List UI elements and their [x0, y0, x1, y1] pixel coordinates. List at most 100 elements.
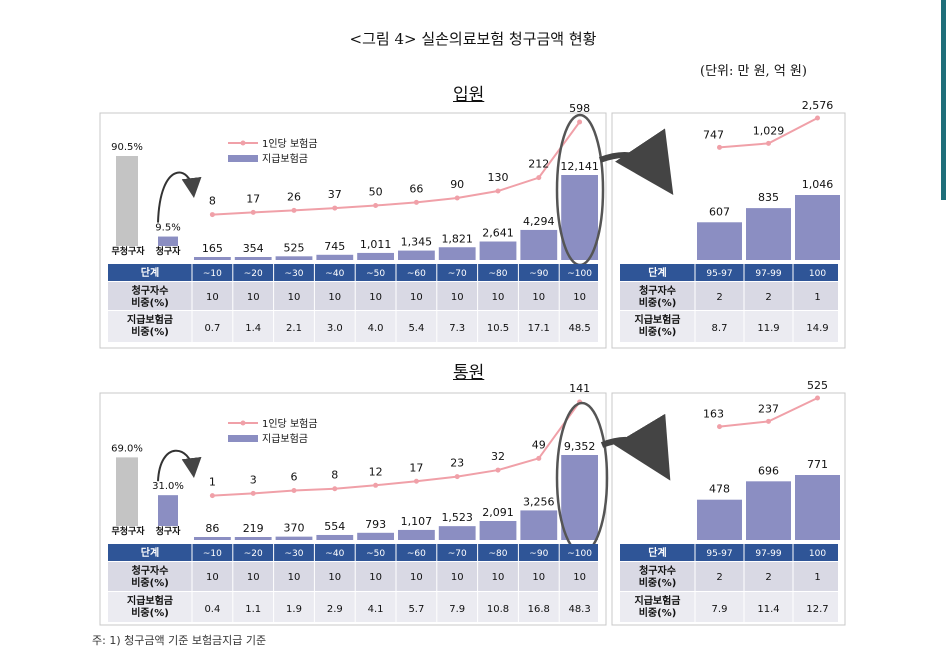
- table-stage-cell-s1-3: ~40: [325, 549, 344, 559]
- detail-bar-label-s0-1: 835: [758, 191, 779, 204]
- per-capita-point-s0-5: [413, 199, 419, 205]
- detail-claimant-cell-s1-1: 2: [765, 572, 771, 583]
- claimant-bar-s0: [158, 236, 178, 246]
- claimant-arrow-s1: [157, 449, 202, 482]
- table-claimant-label-s1: 청구자수 비중(%): [131, 564, 169, 589]
- per-capita-point-s0-4: [373, 202, 379, 208]
- detail-point-s1-1: [766, 418, 771, 424]
- table-stage-cell-s1-6: ~70: [448, 549, 467, 559]
- non-claimant-bar-s1: [116, 457, 138, 526]
- decile-bar-s1-4: [357, 532, 394, 540]
- decile-bar-s0-1: [234, 257, 272, 260]
- per-capita-point-s1-0: [209, 493, 215, 499]
- decile-bar-label-s0-4: 1,011: [360, 238, 392, 251]
- per-capita-label-s0-4: 50: [369, 185, 383, 198]
- per-capita-label-s1-0: 1: [209, 476, 216, 489]
- table-stage-cell-s1-7: ~80: [489, 549, 508, 559]
- unit-note: (단위: 만 원, 억 원): [700, 64, 807, 79]
- detail-stage-cell-s0-1: 97-99: [755, 269, 781, 279]
- decile-bar-label-s0-0: 165: [202, 242, 223, 255]
- table-stage-cell-s1-4: ~50: [366, 549, 385, 559]
- table-paid-cell-s1-2: 1.9: [286, 604, 302, 615]
- per-capita-point-s0-1: [250, 209, 256, 215]
- claimant-bar-s1: [158, 495, 178, 526]
- detail-claimant-cell-s0-0: 2: [716, 292, 722, 303]
- detail-arrow-s1: [600, 413, 671, 481]
- table-paid-cell-s1-4: 4.1: [368, 604, 384, 615]
- legend-bar-swatch-s0: [228, 155, 258, 162]
- per-capita-label-s1-3: 8: [331, 469, 338, 482]
- table-stage-cell-s0-1: ~20: [244, 269, 263, 279]
- table-paid-cell-s0-8: 17.1: [528, 323, 550, 334]
- legend-line-label-s1: 1인당 보험금: [262, 418, 318, 430]
- per-capita-label-s1-5: 17: [409, 461, 423, 474]
- table-claimant-cell-s1-4: 10: [369, 572, 382, 583]
- table-claimant-cell-s1-5: 10: [410, 572, 423, 583]
- per-capita-label-s1-1: 3: [250, 473, 257, 486]
- table-stage-cell-s1-5: ~60: [407, 549, 426, 559]
- detail-claimant-cell-s0-2: 1: [814, 292, 820, 303]
- per-capita-point-s0-3: [332, 205, 338, 211]
- decile-bar-s1-0: [194, 537, 231, 540]
- legend-bar-swatch-s1: [228, 435, 258, 442]
- decile-bar-label-s1-3: 554: [324, 520, 345, 533]
- table-stage-cell-s0-3: ~40: [325, 269, 344, 279]
- table-claimant-cell-s0-1: 10: [247, 292, 260, 303]
- claimant-label-s0: 청구자: [156, 245, 182, 257]
- per-capita-point-s1-5: [413, 478, 419, 484]
- detail-point-s0-1: [766, 140, 771, 146]
- per-capita-label-s1-8: 49: [532, 438, 546, 451]
- table-stage-cell-s1-9: ~100: [567, 549, 592, 559]
- per-capita-line-s1: [212, 401, 581, 497]
- decile-bar-s0-3: [316, 254, 354, 260]
- per-capita-label-s0-8: 212: [528, 158, 549, 171]
- decile-bar-s0-4: [357, 252, 394, 260]
- per-capita-label-s1-2: 6: [291, 471, 298, 484]
- detail-claimant-label-s0: 청구자수 비중(%): [639, 284, 677, 309]
- decile-bar-s1-5: [398, 529, 435, 540]
- decile-bar-label-s1-1: 219: [243, 522, 264, 535]
- detail-line-label-s1-0: 163: [703, 408, 724, 421]
- per-capita-point-s1-8: [536, 455, 542, 461]
- table-stage-cell-s0-5: ~60: [407, 269, 426, 279]
- detail-bar-s0-2: [795, 195, 840, 260]
- detail-bar-label-s1-2: 771: [807, 458, 828, 471]
- per-capita-point-s0-0: [209, 212, 215, 218]
- detail-header-row-s0: [620, 264, 838, 281]
- decile-bar-s1-6: [438, 526, 476, 540]
- table-paid-cell-s0-3: 3.0: [327, 323, 343, 334]
- per-capita-point-s1-6: [454, 474, 460, 480]
- per-capita-point-s1-4: [373, 482, 379, 488]
- table-paid-cell-s0-4: 4.0: [368, 323, 384, 334]
- per-capita-point-s1-7: [495, 467, 501, 473]
- detail-paid-label-s1: 지급보험금 비중(%): [635, 594, 681, 619]
- decile-bar-label-s0-1: 354: [243, 242, 264, 255]
- legend-bar-label-s0: 지급보험금: [262, 153, 308, 165]
- table-claimant-row-s0: [108, 282, 598, 310]
- decile-bar-label-s1-7: 2,091: [482, 506, 514, 519]
- table-stage-cell-s1-1: ~20: [244, 549, 263, 559]
- table-paid-cell-s1-9: 48.3: [568, 604, 590, 615]
- detail-paid-cell-s1-0: 7.9: [712, 604, 728, 615]
- claimant-percent-s0: 9.5%: [155, 223, 180, 234]
- detail-line-label-s1-2: 525: [807, 379, 828, 392]
- table-claimant-cell-s0-7: 10: [492, 292, 505, 303]
- per-capita-label-s1-9: 141: [569, 382, 590, 395]
- detail-paid-row-s1: [620, 592, 838, 622]
- per-capita-label-s1-7: 32: [491, 450, 505, 463]
- detail-stage-label-s0: 단계: [648, 266, 666, 279]
- per-capita-line-s0: [212, 121, 581, 216]
- table-claimant-cell-s1-0: 10: [206, 572, 219, 583]
- non-claimant-label-s0: 무청구자: [111, 245, 145, 257]
- decile-bar-s1-8: [520, 510, 558, 540]
- per-capita-label-s0-9: 598: [569, 102, 590, 115]
- detail-bar-s1-1: [746, 481, 791, 540]
- decile-bar-s0-2: [275, 256, 313, 260]
- decile-bar-label-s1-6: 1,523: [441, 511, 473, 524]
- per-capita-label-s1-6: 23: [450, 457, 464, 470]
- decile-bar-s0-0: [194, 257, 231, 260]
- detail-paid-cell-s1-2: 12.7: [806, 604, 828, 615]
- table-claimant-cell-s1-6: 10: [451, 572, 464, 583]
- table-header-row-s1: [108, 544, 598, 561]
- table-claimant-cell-s0-8: 10: [532, 292, 545, 303]
